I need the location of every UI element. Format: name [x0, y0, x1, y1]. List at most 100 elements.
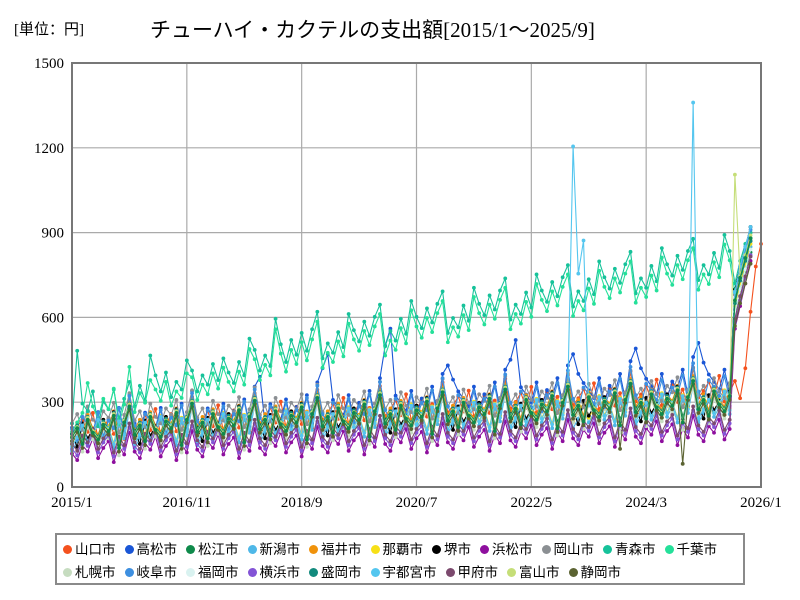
series-marker: [659, 372, 664, 376]
series-marker: [665, 415, 669, 419]
legend-item-富山市[interactable]: 富山市: [507, 566, 560, 579]
series-marker: [80, 411, 85, 415]
series-marker: [503, 367, 508, 372]
series-marker: [137, 450, 142, 455]
legend-marker-icon: [63, 568, 72, 577]
legend-marker-icon: [186, 545, 195, 554]
series-marker: [576, 398, 581, 402]
series-marker: [586, 381, 591, 386]
series-marker: [184, 444, 189, 449]
legend-item-宇都宮市[interactable]: 宇都宮市: [370, 566, 437, 579]
series-marker: [492, 432, 497, 437]
series-marker: [550, 422, 555, 427]
legend-item-山口市[interactable]: 山口市: [63, 543, 116, 556]
series-marker: [346, 439, 351, 444]
legend-item-那覇市[interactable]: 那覇市: [370, 542, 424, 557]
series-marker: [346, 321, 351, 326]
series-marker: [644, 376, 649, 381]
series-marker: [706, 372, 711, 377]
legend-item-青森市[interactable]: 青森市: [603, 543, 656, 556]
series-marker: [524, 427, 529, 431]
legend-item-松江市[interactable]: 松江市: [186, 543, 239, 556]
legend-item-岐阜市[interactable]: 岐阜市: [124, 566, 177, 579]
series-marker: [706, 398, 711, 402]
legend-item-高松市[interactable]: 高松市: [124, 542, 178, 557]
series-marker: [639, 276, 643, 281]
legend-marker-icon: [124, 568, 134, 577]
series-marker: [597, 431, 602, 436]
series-marker: [576, 422, 581, 427]
series-marker: [174, 458, 179, 463]
series-marker: [722, 416, 727, 421]
legend-item-福井市[interactable]: 福井市: [309, 543, 362, 556]
series-marker: [602, 430, 607, 435]
series-marker: [712, 411, 716, 415]
series-marker: [263, 452, 268, 457]
series-marker: [571, 436, 575, 441]
legend-item-札幌市[interactable]: 札幌市: [63, 566, 116, 579]
series-marker: [722, 367, 727, 372]
series-marker: [743, 366, 748, 371]
series-marker: [419, 326, 424, 331]
series-marker: [211, 362, 215, 366]
series-marker: [398, 326, 403, 331]
series-marker: [195, 438, 200, 443]
series-marker: [242, 399, 247, 404]
series-marker: [555, 411, 560, 415]
series-marker: [205, 382, 210, 387]
legend-item-千葉市[interactable]: 千葉市: [664, 543, 717, 556]
series-marker: [226, 379, 231, 384]
series-marker: [691, 246, 696, 251]
series-marker: [550, 280, 555, 284]
series-marker: [430, 384, 435, 389]
series-marker: [612, 435, 617, 440]
series-marker: [137, 456, 142, 461]
series-marker: [96, 417, 100, 422]
legend-item-盛岡市[interactable]: 盛岡市: [309, 566, 362, 579]
series-marker: [336, 406, 341, 411]
legend-item-岡山市[interactable]: 岡山市: [541, 542, 595, 557]
series-marker: [722, 428, 727, 432]
series-marker: [346, 393, 351, 398]
series-marker: [675, 437, 680, 442]
legend-item-浜松市[interactable]: 浜松市: [480, 543, 533, 556]
series-marker: [148, 401, 153, 406]
series-marker: [456, 406, 461, 411]
series-marker: [101, 396, 106, 401]
series-marker: [258, 430, 262, 435]
legend-label: 那覇市: [382, 542, 424, 557]
series-marker: [252, 398, 257, 403]
legend-item-静岡市[interactable]: 静岡市: [568, 565, 622, 580]
series-marker: [263, 443, 268, 448]
series-marker: [284, 432, 288, 437]
series-marker: [315, 396, 320, 400]
series-marker: [445, 434, 450, 439]
legend-item-福岡市[interactable]: 福岡市: [186, 566, 239, 579]
series-marker: [216, 378, 221, 383]
series-marker: [513, 425, 518, 429]
series-marker: [367, 434, 372, 439]
series-marker: [174, 429, 179, 434]
series-marker: [304, 441, 309, 446]
series-marker: [200, 444, 205, 449]
series-marker: [388, 443, 393, 448]
legend-item-横浜市[interactable]: 横浜市: [247, 566, 300, 579]
legend-label: 静岡市: [580, 565, 622, 580]
x-tick-label: 2026/1: [740, 495, 782, 511]
series-marker: [404, 416, 408, 421]
series-marker: [299, 433, 304, 438]
series-marker: [211, 446, 215, 450]
legend-item-堺市[interactable]: 堺市: [432, 543, 471, 556]
series-marker: [205, 444, 210, 448]
legend-label: 岡山市: [553, 542, 595, 557]
series-marker: [456, 432, 461, 437]
series-marker: [456, 325, 461, 330]
series-marker: [419, 335, 424, 340]
series-marker: [623, 398, 628, 402]
legend-item-甲府市[interactable]: 甲府市: [445, 566, 498, 579]
series-marker: [179, 416, 184, 421]
series-marker: [534, 385, 539, 390]
series-marker: [461, 432, 466, 437]
legend-label: 高松市: [136, 542, 178, 557]
legend-item-新潟市[interactable]: 新潟市: [247, 543, 300, 556]
